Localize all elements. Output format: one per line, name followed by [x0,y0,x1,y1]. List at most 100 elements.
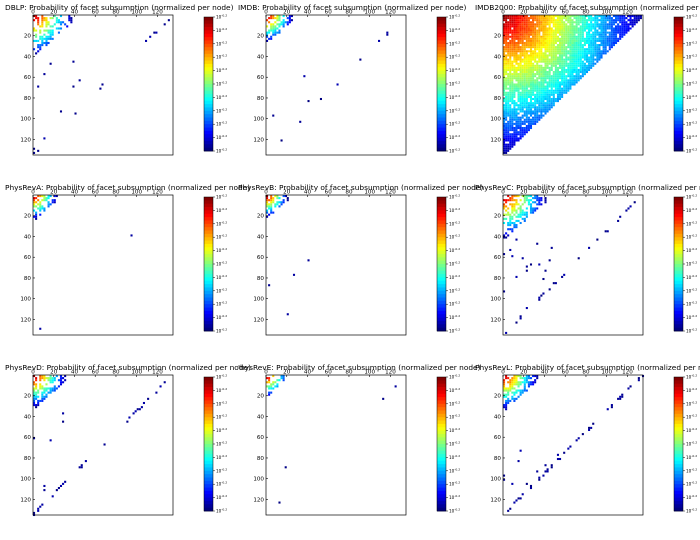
y-tick-label: 80 [257,276,265,282]
heat-cell [511,46,514,49]
heat-cell [542,60,545,63]
x-tick-label: 20 [50,190,58,196]
heat-cell [517,46,520,49]
heat-cell [49,37,52,40]
heat-cell [598,31,601,34]
heat-cell [270,209,273,212]
heat-cell [37,401,40,405]
colorbar-segment [674,67,683,71]
y-tick-label: 100 [253,477,264,483]
heat-cell [556,97,559,101]
heat-cell [608,44,611,47]
heat-cell [556,83,559,86]
colorbar-tick-label: 10-0.2 [686,247,697,253]
heat-cell [542,27,545,30]
colorbar-segment [437,380,446,385]
colorbar-tick-label: 10-0.2 [686,194,697,200]
colorbar-segment [674,247,683,251]
heat-cell [505,209,508,212]
heat-cell [588,33,591,36]
colorbar-segment [674,237,683,241]
colorbar-segment [204,223,213,228]
heat-cell [523,383,526,386]
heat-cell [538,116,541,119]
y-tick-label: 20 [257,214,265,220]
heat-cell [47,377,50,380]
heat-cell [519,110,522,113]
heat-cell [128,416,131,419]
heat-cell [41,205,44,208]
heat-cell [606,31,609,34]
heat-cell [509,122,512,125]
heat-cell [590,37,593,40]
heat-cell [544,269,547,272]
panel-title: PhysRevC: Probability of facet subsumpti… [475,183,700,192]
heat-cell [552,17,555,20]
plot-frame [265,194,407,336]
heat-cell [615,39,618,42]
heat-cell [509,147,512,150]
colorbar-segment [437,507,446,512]
heat-cell [588,31,591,34]
heat-cell [581,48,584,51]
heat-cell [266,195,269,198]
heat-cell [525,73,528,76]
heat-cell [529,263,533,266]
heat-cell [282,377,285,380]
heat-cell [536,31,539,34]
heat-cell [565,58,568,61]
heat-cell [39,203,42,206]
heat-cell [536,116,539,119]
heat-cell [567,66,570,69]
heat-cell [600,31,603,34]
heat-cell [513,127,516,130]
heat-cell [503,234,506,237]
heat-cell [554,66,557,69]
heat-cell [266,33,269,36]
heat-cell [523,41,526,45]
colorbar-tick-label: 10-0.2 [686,328,697,334]
heat-cell [619,21,622,24]
heat-cell [517,85,520,88]
colorbar-segment [674,50,683,55]
heat-cell [509,228,512,231]
heat-cell [602,33,605,36]
heat-cell [532,97,535,101]
heat-cell [503,73,506,76]
heat-cell [521,108,524,111]
heat-cell [507,15,510,18]
heat-cell [559,44,562,47]
heat-cell [635,19,638,22]
y-tick-label: 40 [24,54,32,60]
heat-cell [615,41,618,45]
heat-cell [538,197,541,200]
plot-frame [265,374,407,516]
heat-cell [550,31,553,34]
heat-cell [544,93,547,96]
heat-cell [523,389,526,392]
colorbar-segment [437,200,446,205]
heat-cell [540,39,543,42]
heat-cell [554,15,557,18]
colorbar-segment [437,120,446,125]
colorbar-segment [437,253,446,258]
heat-cell [575,58,578,61]
heat-cell [136,408,139,411]
heat-cell [602,25,605,28]
colorbar-segment [204,53,213,58]
y-tick-label: 100 [253,297,264,303]
heat-cell [571,46,574,49]
heat-cell [536,199,539,202]
heat-cell [559,95,562,98]
heat-cell [519,39,522,42]
heat-cell [513,377,516,380]
heat-cell [552,48,555,51]
heat-cell [529,83,533,86]
heat-cell [53,15,56,18]
heat-cell [615,27,618,30]
heat-cell [507,221,510,225]
heat-cell [525,41,528,45]
colorbar-tick-label: 10-0.2 [686,148,697,154]
heat-cell [503,97,506,101]
colorbar-tick-label: 10-0.2 [216,508,227,514]
